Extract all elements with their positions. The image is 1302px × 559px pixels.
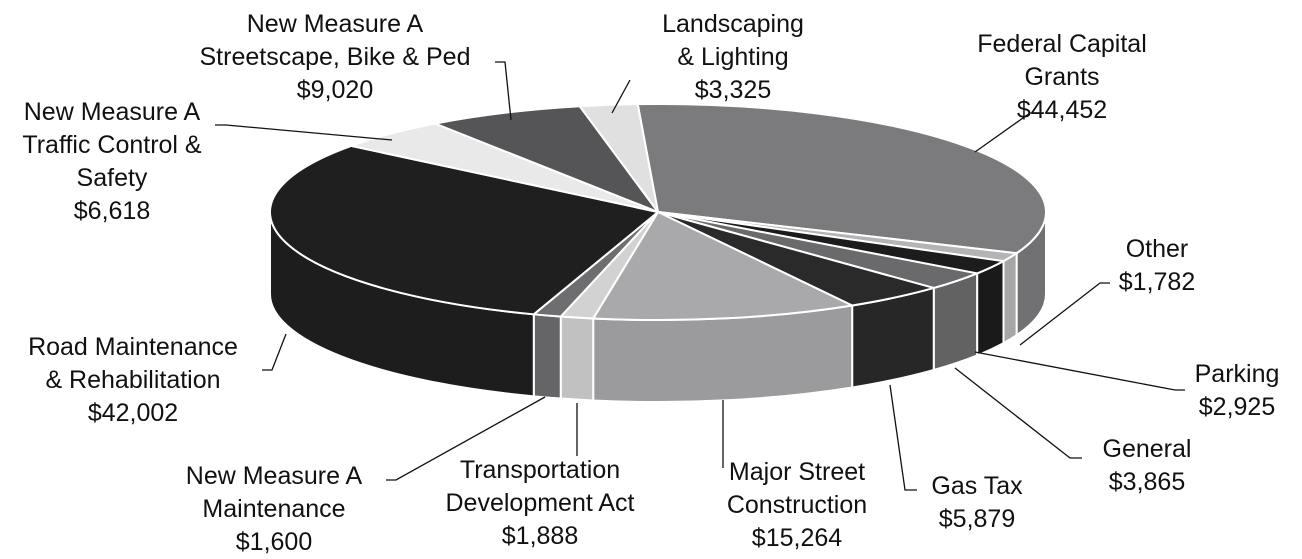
- leader-line: [889, 384, 917, 491]
- slice-side: [532, 313, 562, 400]
- leader-line: [495, 61, 512, 121]
- leader-line: [611, 79, 631, 114]
- value-label: $44,452: [1016, 96, 1108, 124]
- value-label: $5,879: [938, 505, 1016, 533]
- pie-slice: [636, 103, 1047, 255]
- slice-label: New Measure A Streetscape, Bike & Ped $9,…: [200, 8, 471, 107]
- leader-line: [954, 367, 1082, 459]
- category-label: Parking: [1194, 360, 1280, 388]
- pie-slice: [591, 210, 856, 321]
- pie-slice: [431, 105, 661, 215]
- value-label: $1,782: [1118, 268, 1196, 296]
- slice-side: [932, 271, 979, 372]
- slice-side: [976, 259, 1005, 357]
- value-label: $15,264: [751, 524, 843, 552]
- slice-label: Major Street Construction $15,264: [727, 456, 867, 555]
- pie-slice: [269, 144, 661, 316]
- slice-label: Parking $2,925: [1195, 358, 1280, 424]
- category-label: Federal Capital Grants: [977, 30, 1147, 91]
- slice-label: Road Maintenance & Rehabilitation $42,002: [28, 331, 238, 430]
- slice-label: Gas Tax $5,879: [931, 470, 1022, 536]
- value-label: $42,002: [87, 399, 179, 427]
- category-label: Landscaping & Lighting: [662, 10, 804, 71]
- category-label: Road Maintenance & Rehabilitation: [28, 333, 238, 394]
- slice-label: New Measure A Traffic Control & Safety $6…: [22, 96, 201, 228]
- category-label: New Measure A Maintenance: [185, 462, 363, 523]
- value-label: $2,925: [1198, 393, 1276, 421]
- category-label: New Measure A Traffic Control & Safety: [22, 98, 202, 192]
- slice-side: [559, 315, 595, 402]
- pie-sides: [269, 211, 1047, 403]
- value-label: $1,888: [501, 522, 579, 550]
- slice-label: Transportation Development Act $1,888: [446, 454, 635, 553]
- value-label: $3,865: [1108, 468, 1186, 496]
- slice-label: Landscaping & Lighting $3,325: [662, 8, 804, 107]
- slice-side: [1002, 251, 1018, 345]
- value-label: $9,020: [296, 76, 374, 104]
- category-label: Other: [1125, 235, 1189, 263]
- category-label: Transportation Development Act: [445, 456, 635, 517]
- leader-line: [386, 396, 546, 481]
- leader-line: [262, 333, 287, 371]
- pie-tops: [269, 103, 1047, 321]
- leader-line: [974, 112, 1042, 153]
- value-label: $3,325: [694, 76, 772, 104]
- category-label: General: [1102, 435, 1192, 463]
- category-label: Gas Tax: [931, 472, 1023, 500]
- value-label: $6,618: [73, 197, 151, 225]
- slice-label: Federal Capital Grants $44,452: [977, 28, 1147, 127]
- value-label: $1,600: [235, 528, 313, 556]
- leader-line: [1019, 282, 1110, 346]
- slice-label: Other $1,782: [1119, 233, 1195, 299]
- leader-line: [974, 351, 1185, 391]
- slice-label: General $3,865: [1103, 433, 1192, 499]
- category-label: Major Street Construction: [726, 458, 868, 519]
- category-label: New Measure A Streetscape, Bike & Ped: [199, 10, 471, 71]
- pie-slice: [577, 103, 659, 213]
- leader-line: [215, 124, 393, 141]
- slice-label: New Measure A Maintenance $1,600: [186, 460, 362, 559]
